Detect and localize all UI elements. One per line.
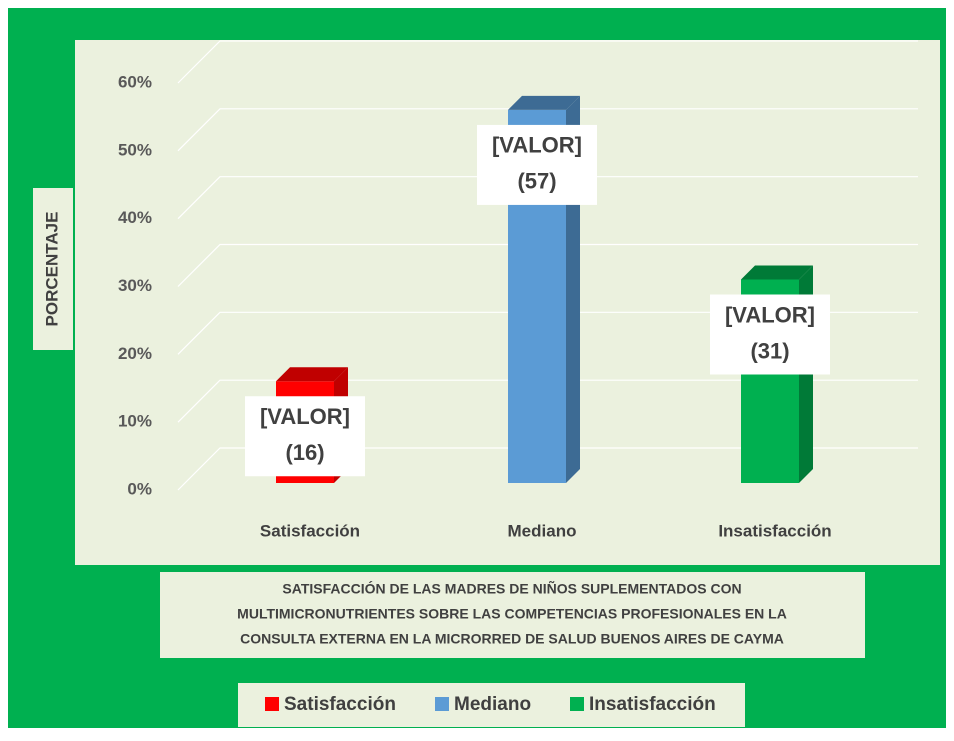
chart-title: SATISFACCIÓN DE LAS MADRES DE NIÑOS SUPL… (282, 580, 741, 597)
grid-line (177, 176, 918, 220)
title-box (160, 572, 865, 658)
x-tick-label: Insatisfacción (718, 521, 831, 540)
bar-top (741, 265, 813, 280)
data-label: (31) (750, 338, 789, 363)
bar-top (276, 367, 348, 382)
legend-box (238, 683, 745, 727)
y-tick-label: 60% (118, 72, 152, 91)
y-tick-label: 0% (127, 479, 152, 498)
legend-swatch (435, 697, 449, 711)
grid-line (177, 311, 918, 355)
x-tick-label: Satisfacción (260, 521, 360, 540)
legend-swatch (570, 697, 584, 711)
grid-line (177, 379, 918, 423)
data-label: [VALOR] (725, 302, 815, 327)
data-label: [VALOR] (492, 133, 582, 158)
grid-line (177, 40, 918, 84)
y-tick-label: 30% (118, 276, 152, 295)
data-label-box (477, 124, 597, 205)
chart-title: CONSULTA EXTERNA EN LA MICRORRED DE SALU… (240, 631, 784, 647)
legend-label: Insatisfacción (589, 694, 716, 715)
legend-label: Satisfacción (284, 694, 396, 715)
data-label-box (710, 294, 830, 375)
y-tick-label: 50% (118, 140, 152, 159)
data-label: [VALOR] (260, 404, 350, 429)
y-tick-label: 40% (118, 208, 152, 227)
chart-title: MULTIMICRONUTRIENTES SOBRE LAS COMPETENC… (237, 606, 787, 622)
data-label: (57) (517, 169, 556, 194)
bar-top (508, 95, 580, 110)
legend-swatch (265, 697, 279, 711)
y-axis-label-box (33, 188, 73, 350)
grid-line (177, 447, 918, 491)
grid-line (177, 108, 918, 152)
legend-label: Mediano (454, 694, 531, 715)
y-axis-label: PORCENTAJE (42, 212, 61, 327)
grid-line (177, 243, 918, 287)
y-tick-label: 10% (118, 412, 152, 431)
x-tick-label: Mediano (508, 521, 577, 540)
data-label: (16) (285, 440, 324, 465)
y-tick-label: 20% (118, 344, 152, 363)
data-label-box (245, 396, 365, 477)
